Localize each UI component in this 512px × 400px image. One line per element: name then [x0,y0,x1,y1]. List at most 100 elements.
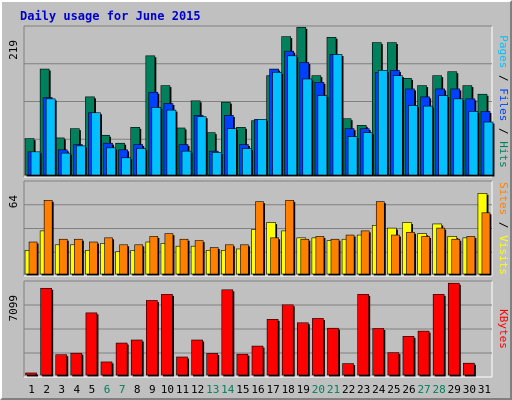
bar-pages-day-2 [45,98,56,176]
bar-pages-day-3 [60,152,71,176]
bar-sites-day-15 [240,244,249,275]
bar-pages-day-17 [272,72,282,176]
kbytes-ymax-label: 7099 [7,295,20,322]
day-label-25: 25 [387,383,400,396]
bar-sites-day-6 [104,237,113,275]
day-label-3: 3 [58,383,65,396]
bar-kbytes-day-28 [432,294,445,376]
day-label-10: 10 [161,383,174,396]
bar-sites-day-30 [466,236,476,275]
bar-pages-day-12 [196,116,207,176]
hits-files-pages-ylabel-files: Files [497,88,510,121]
hits-files-pages-ylabel-separator: / [497,68,510,88]
day-label-12: 12 [191,383,204,396]
visits-sites-ylabel-separator: / [497,215,510,235]
bar-pages-day-24 [377,70,388,176]
bar-kbytes-day-18 [281,304,294,376]
bar-kbytes-day-1 [25,372,37,376]
day-label-5: 5 [89,383,96,396]
bar-kbytes-day-29 [447,282,460,376]
day-label-9: 9 [149,383,156,396]
bar-kbytes-day-5 [85,312,98,376]
hits-files-pages-ylabel-hits: Hits [497,141,510,168]
bar-sites-day-22 [345,234,355,275]
day-label-6: 6 [104,383,111,396]
bar-sites-day-28 [436,227,445,275]
bar-kbytes-day-4 [70,352,83,376]
day-label-21: 21 [327,383,340,396]
bar-kbytes-day-30 [463,362,475,376]
hits-files-pages-ylabel-separator: / [497,121,510,141]
bar-kbytes-day-26 [402,336,415,376]
kbytes-ylabel-kbytes: KBytes [497,309,510,349]
visits-sites-ymax-label: 64 [7,195,20,209]
hits-files-pages-ylabel: Pages / Files / Hits [497,35,510,168]
bar-pages-day-23 [362,132,373,176]
bar-pages-day-28 [438,95,448,176]
bar-kbytes-day-15 [236,353,249,376]
bar-pages-day-15 [242,148,252,176]
day-label-29: 29 [448,383,461,396]
bar-pages-day-14 [227,128,237,176]
bar-sites-day-13 [209,247,219,275]
bar-pages-day-1 [30,151,41,176]
day-label-13: 13 [206,383,219,396]
bar-sites-day-17 [270,237,279,275]
day-label-15: 15 [236,383,249,396]
bar-pages-day-29 [453,98,464,176]
bar-sites-day-2 [43,199,53,275]
bar-pages-day-21 [332,54,343,176]
bar-kbytes-day-16 [251,345,264,376]
bar-sites-day-9 [149,236,159,275]
bar-pages-day-19 [302,78,313,176]
bar-kbytes-day-27 [417,330,430,376]
bar-sites-day-14 [225,244,234,275]
day-label-24: 24 [372,383,386,396]
day-label-18: 18 [282,383,295,396]
day-label-8: 8 [134,383,141,396]
bar-sites-day-7 [119,244,128,275]
kbytes-ylabel: KBytes [497,309,510,349]
visits-sites-ylabel-visits: Visits [497,235,510,275]
bar-kbytes-day-1-shadow [27,374,39,377]
bar-pages-day-18 [287,55,297,176]
visits-sites-ylabel-sites: Sites [497,182,510,215]
bar-kbytes-day-12 [191,339,203,376]
bar-pages-day-6 [106,147,116,176]
day-label-23: 23 [357,383,370,396]
bar-pages-day-4 [76,145,86,176]
bar-pages-day-11 [181,150,192,176]
visits-sites-ylabel: Sites / Visits [497,182,510,275]
bar-sites-day-29 [451,238,461,275]
bar-pages-day-26 [408,105,418,176]
bar-pages-day-5 [91,112,101,176]
hits-files-pages-ymax-label: 219 [7,40,20,60]
day-label-1: 1 [28,383,35,396]
bar-pages-day-25 [393,75,403,176]
bar-sites-day-18 [285,199,294,275]
bar-sites-day-25 [391,234,400,275]
bar-sites-day-19 [300,238,310,275]
bar-sites-day-23 [360,230,370,275]
bar-sites-day-20 [315,236,325,275]
bar-kbytes-day-25 [387,352,400,376]
bar-pages-day-7 [121,157,131,176]
day-label-27: 27 [417,383,430,396]
bar-kbytes-day-9 [146,300,158,376]
bar-kbytes-day-22 [342,363,354,376]
day-label-4: 4 [74,383,81,396]
day-label-2: 2 [43,383,50,396]
bar-sites-day-8 [134,244,144,275]
bar-sites-day-31 [481,212,491,275]
bar-pages-day-22 [347,136,358,176]
bar-kbytes-day-8 [130,339,143,376]
bar-sites-day-10 [164,233,174,275]
day-label-31: 31 [478,383,491,396]
chart-title: Daily usage for June 2015 [20,9,201,23]
bar-sites-day-1 [28,241,38,275]
bar-sites-day-12 [194,240,204,275]
bar-kbytes-day-19 [296,322,309,376]
day-label-7: 7 [119,383,126,396]
bar-kbytes-day-24 [372,328,385,376]
